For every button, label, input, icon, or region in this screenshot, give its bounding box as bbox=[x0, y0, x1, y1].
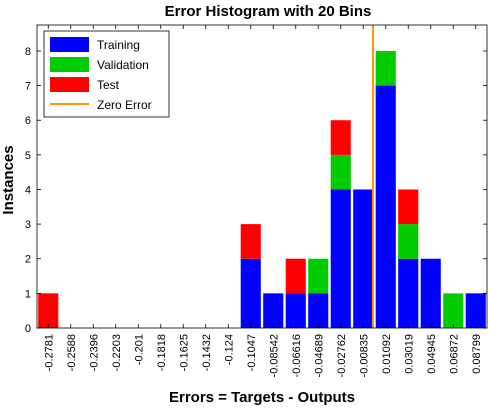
bar-training-11 bbox=[285, 293, 306, 328]
y-tick-label-2: 2 bbox=[25, 254, 31, 266]
x-tick-label-16: 0.03019 bbox=[403, 334, 415, 374]
y-axis: 0 1 2 3 4 5 6 7 8 bbox=[25, 46, 487, 335]
bar-training-16 bbox=[398, 258, 419, 328]
x-tick-label-19: 0.08799 bbox=[471, 334, 483, 374]
bar-training-19 bbox=[465, 293, 486, 328]
x-tick-label-15: 0.01092 bbox=[381, 334, 393, 374]
bar-validation-16 bbox=[398, 224, 419, 259]
x-tick-label-3: -0.2203 bbox=[111, 334, 123, 371]
bar-training-10 bbox=[263, 293, 284, 328]
x-axis-label: Errors = Targets - Outputs bbox=[169, 389, 355, 406]
legend-swatch-training bbox=[50, 37, 89, 52]
bar-test-11 bbox=[285, 258, 306, 294]
x-tick-label-17: 0.04945 bbox=[426, 334, 438, 374]
chart-title: Error Histogram with 20 Bins bbox=[165, 3, 372, 20]
bar-training-17 bbox=[420, 258, 441, 328]
legend-label-zero-error: Zero Error bbox=[97, 98, 152, 112]
legend: Training Validation Test Zero Error bbox=[43, 30, 170, 118]
bar-validation-18 bbox=[443, 293, 464, 328]
y-tick-label-3: 3 bbox=[25, 219, 31, 231]
y-tick-label-5: 5 bbox=[25, 150, 31, 162]
bar-test-9 bbox=[240, 224, 261, 259]
bar-test-16 bbox=[398, 189, 419, 225]
x-tick-label-11: -0.06616 bbox=[291, 334, 303, 377]
y-tick-label-4: 4 bbox=[25, 184, 31, 196]
legend-swatch-test bbox=[50, 77, 89, 92]
legend-label-validation: Validation bbox=[97, 58, 149, 72]
y-axis-label: Instances bbox=[0, 145, 17, 214]
bar-validation-13 bbox=[330, 154, 351, 190]
legend-label-training: Training bbox=[97, 38, 140, 52]
x-tick-label-0: -0.2781 bbox=[43, 334, 55, 371]
x-tick-label-10: -0.08542 bbox=[268, 334, 280, 377]
legend-label-test: Test bbox=[97, 78, 120, 92]
x-tick-label-4: -0.201 bbox=[133, 334, 145, 365]
bar-training-13 bbox=[330, 189, 351, 328]
x-tick-label-5: -0.1818 bbox=[156, 334, 168, 371]
x-tick-label-2: -0.2396 bbox=[88, 334, 100, 371]
x-tick-label-8: -0.124 bbox=[223, 334, 235, 365]
bar-test-13 bbox=[330, 120, 351, 155]
bar-validation-12 bbox=[308, 258, 329, 294]
y-tick-label-1: 1 bbox=[25, 288, 31, 300]
bar-training-14 bbox=[353, 189, 374, 328]
bar-training-9 bbox=[240, 258, 261, 328]
x-tick-label-6: -0.1625 bbox=[178, 334, 190, 371]
x-tick-label-7: -0.1432 bbox=[201, 334, 213, 371]
bars-layer bbox=[38, 50, 486, 328]
x-tick-label-12: -0.04689 bbox=[313, 334, 325, 377]
x-axis: -0.2781 -0.2588 -0.2396 -0.2203 -0.201 -0.181… bbox=[43, 25, 483, 377]
bar-training-12 bbox=[308, 293, 329, 328]
x-tick-label-18: 0.06872 bbox=[448, 334, 460, 374]
x-tick-label-9: -0.1047 bbox=[246, 334, 258, 371]
y-tick-label-8: 8 bbox=[25, 46, 31, 58]
y-tick-label-6: 6 bbox=[25, 115, 31, 127]
bar-validation-15 bbox=[375, 50, 396, 86]
bar-test-0 bbox=[38, 293, 59, 328]
x-tick-label-13: -0.02762 bbox=[336, 334, 348, 377]
x-tick-label-14: -0.00835 bbox=[358, 334, 370, 377]
plot-frame bbox=[36, 24, 488, 329]
y-tick-label-0: 0 bbox=[25, 323, 31, 335]
bar-training-15 bbox=[375, 85, 396, 328]
y-tick-label-7: 7 bbox=[25, 81, 31, 93]
legend-swatch-validation bbox=[50, 57, 89, 72]
x-tick-label-1: -0.2588 bbox=[66, 334, 78, 371]
